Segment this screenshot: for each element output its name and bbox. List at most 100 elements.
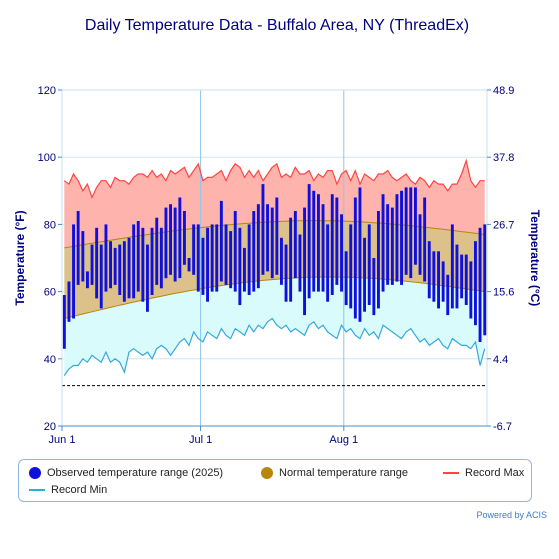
observed-bar [270,207,274,279]
observed-bar [113,247,117,285]
observed-bar [243,247,246,292]
observed-bar [266,204,269,272]
observed-bar [122,241,126,302]
observed-bar [229,231,233,289]
record-max-line-icon [443,472,459,474]
observed-bar [275,197,279,275]
observed-bar [76,211,80,285]
observed-bar [483,224,487,336]
observed-bar [312,190,316,292]
legend-label-observed: Observed temperature range (2025) [47,467,224,479]
observed-bar [455,244,459,309]
x-tick-label: Jul 1 [189,434,212,446]
observed-bar [372,258,376,316]
observed-bar [335,197,339,285]
observed-bar [187,258,191,272]
observed-bar [303,207,306,316]
observed-bar [206,227,209,302]
observed-bar [146,244,149,312]
observed-bar [344,251,348,306]
normal-low-line [64,276,485,319]
observed-bar [400,190,403,285]
legend-item-normal[interactable]: Normal temperature range [261,467,408,479]
y-tick-label-right: -6.7 [493,421,512,433]
observed-bar [404,187,408,275]
observed-bar [155,217,159,285]
observed-bar [261,184,265,275]
observed-bar [437,251,440,309]
legend-label-normal: Normal temperature range [279,467,409,479]
observed-bar [330,194,334,295]
observed-bar [72,224,75,319]
observed-bar [367,224,371,305]
observed-bar [233,211,237,292]
observed-bar [390,207,394,285]
y-tick-label-left: 60 [44,287,56,299]
observed-bar [469,261,473,319]
chart-title: Daily Temperature Data - Buffalo Area, N… [85,17,469,34]
record-max-line [63,158,485,200]
observed-bar [284,244,288,302]
observed-bar [460,254,464,299]
observed-bar [192,224,196,275]
observed-bar [418,214,422,275]
observed-bar [353,197,357,319]
observed-bar [86,271,89,289]
observed-bar [340,214,343,292]
observed-bar [478,227,482,342]
legend: Observed temperature range (2025) Normal… [18,459,532,502]
observed-bar [450,224,454,309]
x-tick-label: Jun 1 [49,434,76,446]
y-tick-label-left: 100 [38,152,56,164]
y-tick-label-left: 40 [44,354,56,366]
observed-bar [247,224,251,295]
observed-bar [132,224,136,299]
legend-label-record-max: Record Max [465,467,525,479]
observed-bar [326,224,330,302]
observed-bar [427,241,431,299]
observed-bar [386,204,390,285]
observed-bar [252,211,256,292]
y-tick-label-right: 26.7 [493,219,514,231]
observed-marker-icon [29,467,41,479]
observed-bar [95,227,99,299]
observed-bar [201,237,205,295]
observed-bar [169,204,172,275]
observed-bar [219,200,223,282]
observed-bar [173,207,177,282]
observed-bar [289,217,293,302]
y-tick-label-left: 80 [44,219,56,231]
credit-link[interactable]: Powered by ACIS [476,510,547,520]
observed-bar [210,224,214,292]
legend-item-observed[interactable]: Observed temperature range (2025) [29,467,223,479]
y-axis-label-left: Temperature (°F) [13,210,27,305]
normal-marker-icon [261,467,273,479]
y-axis-label-right: Temperature (°C) [528,210,542,307]
observed-bar [464,254,468,305]
observed-bar [446,274,450,316]
observed-bar [109,241,112,289]
observed-bar [409,187,413,279]
observed-bar [164,207,168,279]
observed-bar [395,194,399,282]
legend-item-record-max[interactable]: Record Max [443,467,524,479]
legend-item-record-min[interactable]: Record Min [29,484,107,496]
observed-bar [67,281,71,322]
record-min-line [63,317,486,376]
observed-bar [215,224,219,292]
observed-bar [196,224,200,292]
y-tick-label-left: 20 [44,421,56,433]
observed-bar [224,224,228,285]
observed-bar [377,211,380,309]
record-min-line-icon [29,489,45,491]
y-tick-label-right: 48.9 [493,85,514,97]
observed-bar [159,227,163,289]
y-tick-label-left: 120 [38,85,56,97]
y-tick-label-right: 4.4 [493,354,508,366]
observed-bar [363,237,366,312]
observed-bar [307,184,311,299]
observed-bar [432,251,436,302]
observed-bar [381,194,385,292]
observed-bar [118,244,122,295]
observed-bar [349,224,353,309]
